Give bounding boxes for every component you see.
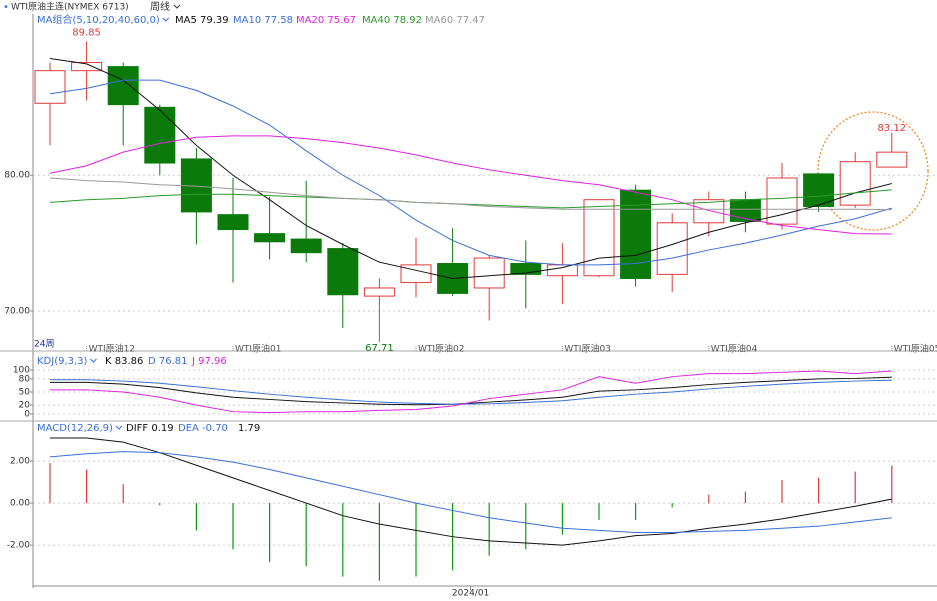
x-tick-label: WTI原油03 xyxy=(564,343,611,355)
legend-name: K xyxy=(105,356,112,367)
candle-body xyxy=(693,199,725,224)
legend-entry: DEA -0.70 xyxy=(178,423,228,434)
high-label: 83.12 xyxy=(877,123,906,134)
y-tick-label: 0 xyxy=(24,409,30,419)
legend-entry: J 97.96 xyxy=(191,356,227,367)
indicator-line xyxy=(49,451,892,533)
legend-name: DIFF xyxy=(126,423,148,434)
candle-body xyxy=(473,257,505,289)
candle-body xyxy=(34,70,66,104)
legend-value: 75.67 xyxy=(327,15,356,26)
candle-body xyxy=(363,287,395,297)
candle-body xyxy=(71,62,103,72)
bullet: • xyxy=(3,2,9,13)
legend-entry: MA10 77.58 xyxy=(233,15,293,26)
candle-body xyxy=(144,106,176,164)
legend-entry: MA40 78.92 xyxy=(362,15,422,26)
legend-entry: DIFF 0.19 xyxy=(126,423,174,434)
high-label: 89.85 xyxy=(72,27,101,38)
legend-name: D xyxy=(148,356,156,367)
candle-body xyxy=(254,233,286,243)
period[interactable]: 周线 xyxy=(150,0,170,13)
candle-body xyxy=(327,248,359,296)
x-tick-label: WTI原油04 xyxy=(711,343,758,355)
indicator-line xyxy=(49,189,892,209)
x-axis-label: 24周 xyxy=(34,339,54,350)
y-tick-label: 80.00 xyxy=(4,171,30,181)
legend-name: MA40 xyxy=(362,15,390,26)
chevron xyxy=(173,4,181,9)
y-tick-label: 2.00 xyxy=(10,457,30,467)
legend-entry: MA5 79.39 xyxy=(175,15,229,26)
indicator-line xyxy=(50,370,892,414)
legend-name: MA10 xyxy=(233,15,261,26)
legend-value: -0.70 xyxy=(202,423,228,434)
x-tick-label: WTI原油01 xyxy=(235,343,282,355)
legend-name: J xyxy=(191,356,195,367)
instrument: WTI原油主连(NYMEX 6713) xyxy=(11,1,129,13)
candle-body xyxy=(180,158,212,213)
x-tick-label: WTI原油02 xyxy=(418,343,465,355)
candle-body xyxy=(290,238,322,254)
candle-body xyxy=(583,199,615,277)
y-tick-label: 70.00 xyxy=(4,307,30,317)
legend-entry: MA60 77.47 xyxy=(425,15,485,26)
legend-value: 97.96 xyxy=(198,356,227,367)
legend-name: MA60 xyxy=(425,15,453,26)
legend-entry: K 83.86 xyxy=(105,356,143,367)
chevron xyxy=(90,358,97,363)
low-label: 67.71 xyxy=(365,343,394,354)
candle-body xyxy=(656,222,688,275)
legend-value: 79.39 xyxy=(200,15,229,26)
legend-entry: MA20 75.67 xyxy=(296,15,356,26)
legend-value: 0.19 xyxy=(151,423,173,434)
y-tick-label: 100 xyxy=(13,366,30,376)
y-tick-label: 80 xyxy=(19,374,31,384)
indicator-line xyxy=(50,437,892,546)
indicator-line xyxy=(50,379,892,405)
indicator-line xyxy=(49,57,892,279)
legend-title: KDJ(9,3,3) xyxy=(37,356,88,367)
legend-title: MA组合(5,10,20,40,60,0) xyxy=(37,13,160,26)
x-tick-label: WTI原油05 xyxy=(894,343,937,355)
y-tick-label: 20 xyxy=(19,401,31,411)
indicator-line xyxy=(49,177,892,211)
y-tick-label: 0.00 xyxy=(10,499,30,509)
chevron xyxy=(115,425,123,430)
indicator-line xyxy=(49,79,892,266)
candle-body xyxy=(620,189,652,279)
legend-title: MACD(12,26,9) xyxy=(37,423,113,434)
x-axis-label: 2024/01 xyxy=(452,589,489,599)
candle-body xyxy=(107,66,139,106)
candle-body xyxy=(839,161,871,206)
legend-value: 78.92 xyxy=(393,15,422,26)
legend-value: 1.79 xyxy=(238,423,260,434)
legend-entry: D 76.81 xyxy=(148,356,188,367)
legend-value: 77.58 xyxy=(264,15,293,26)
candle-body xyxy=(876,151,908,168)
legend-value: 77.47 xyxy=(456,15,485,26)
legend-value: 83.86 xyxy=(115,356,144,367)
x-tick-label: WTI原油12 xyxy=(89,343,136,355)
chevron xyxy=(162,17,170,22)
candle-body xyxy=(217,214,249,231)
candle-body xyxy=(803,173,835,207)
candle-body xyxy=(510,263,542,275)
indicator-line xyxy=(50,376,892,406)
y-tick-label: 50 xyxy=(19,388,31,398)
candle-body xyxy=(546,264,578,277)
indicator-line xyxy=(49,135,892,235)
candle-body xyxy=(729,199,761,222)
legend-name: MA5 xyxy=(175,15,197,26)
legend-name: DEA xyxy=(178,423,199,434)
highlight-circle xyxy=(817,111,929,231)
y-tick-label: -2.00 xyxy=(7,541,31,551)
legend-value: 76.81 xyxy=(159,356,188,367)
legend-name: MA20 xyxy=(296,15,324,26)
